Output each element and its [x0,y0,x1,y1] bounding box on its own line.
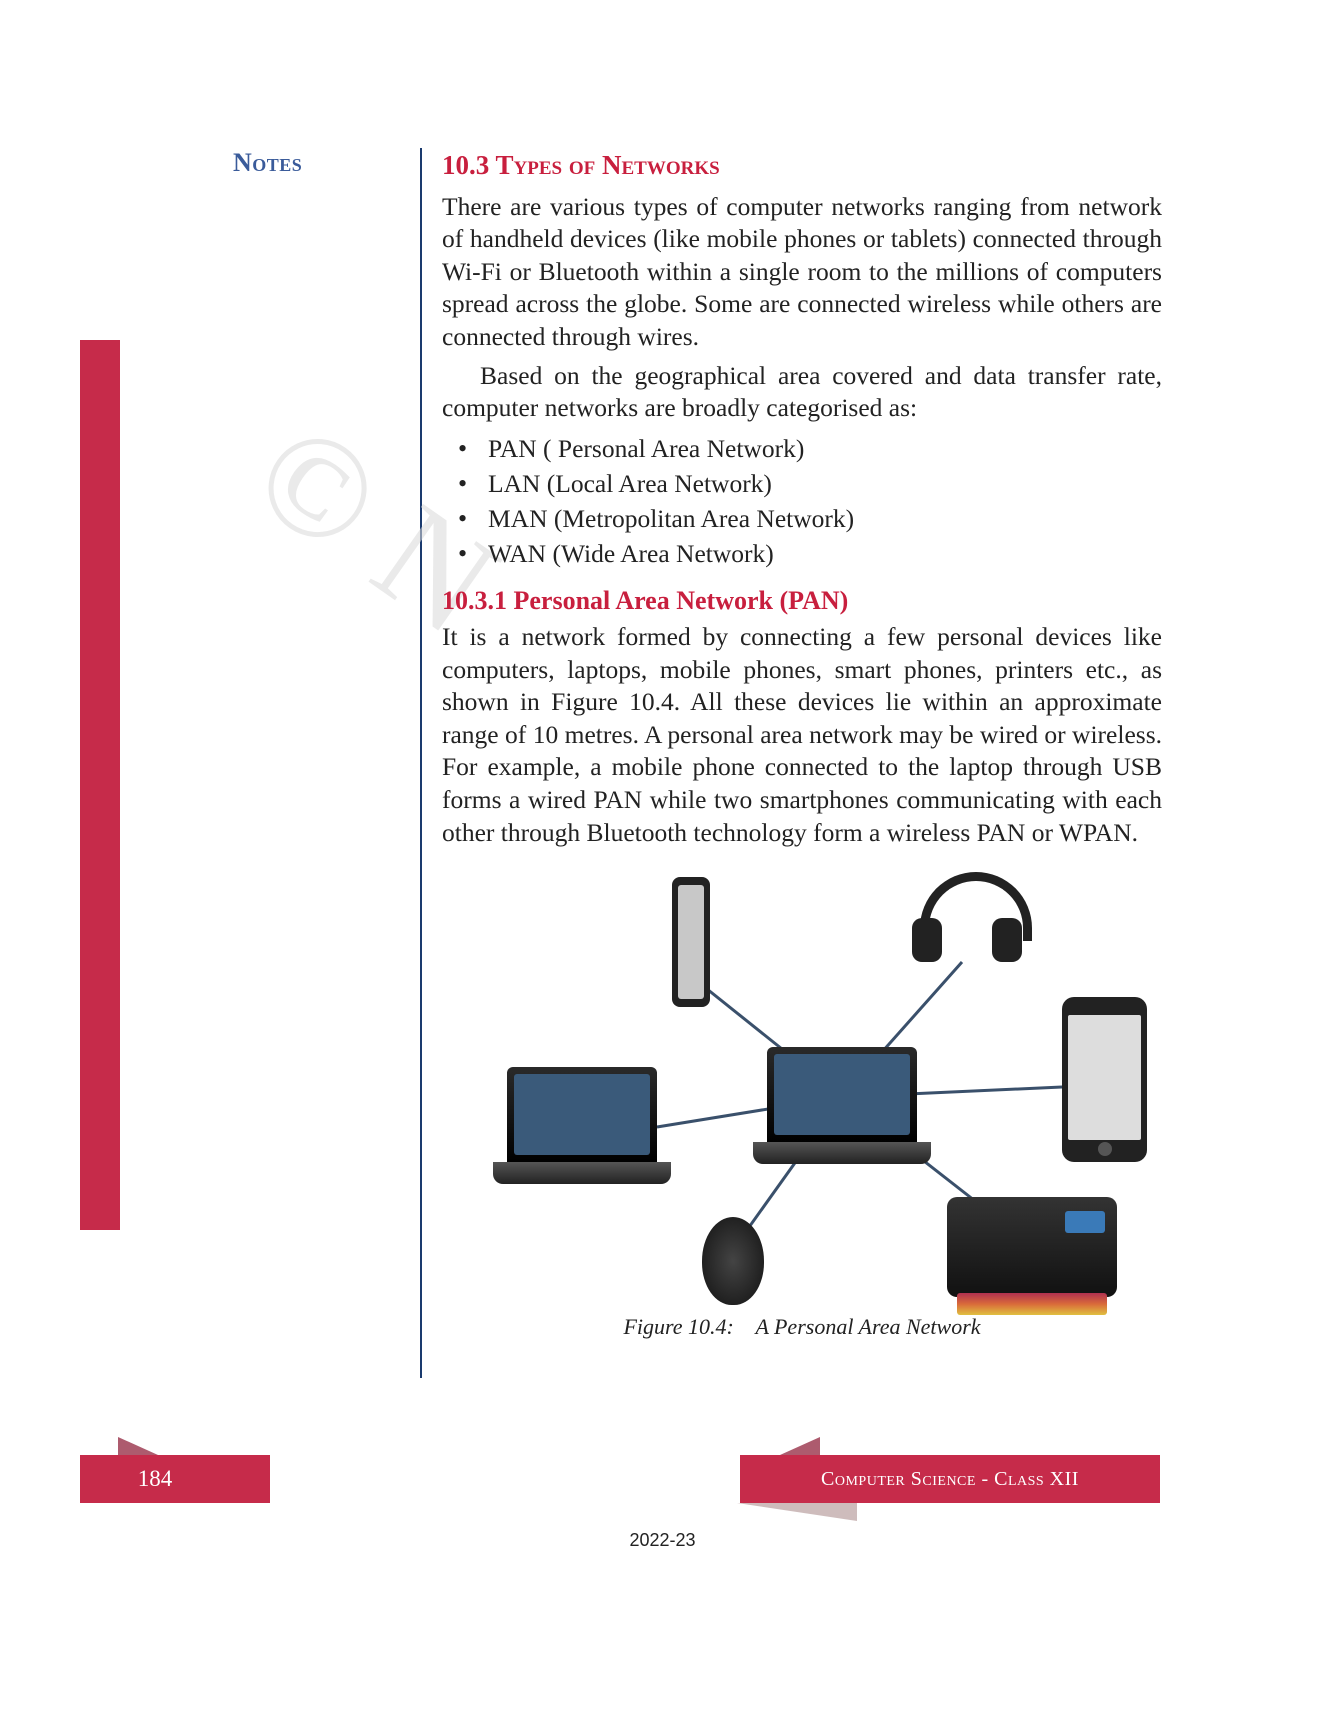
intro-paragraph-2: Based on the geographical area covered a… [442,360,1162,425]
print-year: 2022-23 [629,1530,695,1551]
notes-heading: Notes [233,148,302,178]
list-item: WAN (Wide Area Network) [442,536,1162,571]
page-number: 184 [138,1466,173,1492]
network-types-list: PAN ( Personal Area Network) LAN (Local … [442,431,1162,572]
main-column: 10.3 Types of Networks There are various… [442,148,1162,1341]
subsection-title: Personal Area Network (PAN) [514,586,849,615]
subsection-heading: 10.3.1 Personal Area Network (PAN) [442,584,1162,617]
section-title: Types of Networks [496,150,720,180]
page-number-badge: 184 [80,1455,270,1503]
book-title-badge: Computer Science - Class XII [740,1455,1160,1503]
mouse-icon [702,1217,764,1305]
caption-text: A Personal Area Network [755,1314,980,1339]
left-sidebar-stripe [80,340,120,1230]
printer-icon [947,1197,1117,1297]
laptop-hub-icon [767,1047,917,1142]
pan-figure [442,867,1162,1307]
list-item: MAN (Metropolitan Area Network) [442,501,1162,536]
column-divider [420,148,422,1378]
headphones-icon [912,872,1022,962]
smartphone-icon [1062,997,1147,1162]
footer-left-fold [118,1437,158,1455]
subsection-paragraph: It is a network formed by connecting a f… [442,621,1162,849]
section-number: 10.3 [442,150,489,180]
footer-right-fold [780,1437,820,1455]
laptop-left-icon [507,1067,657,1162]
cordless-phone-icon [672,877,710,1007]
page: Notes © N 10.3 Types of Networks There a… [0,0,1325,1723]
caption-prefix: Figure 10.4: [623,1314,733,1339]
subsection-number: 10.3.1 [442,586,507,615]
list-item: PAN ( Personal Area Network) [442,431,1162,466]
book-title: Computer Science - Class XII [821,1468,1079,1491]
list-item: LAN (Local Area Network) [442,466,1162,501]
figure-caption: Figure 10.4: A Personal Area Network [442,1313,1162,1341]
intro-paragraph-1: There are various types of computer netw… [442,191,1162,354]
footer-right-shadow [737,1503,857,1521]
section-heading: 10.3 Types of Networks [442,148,1162,183]
